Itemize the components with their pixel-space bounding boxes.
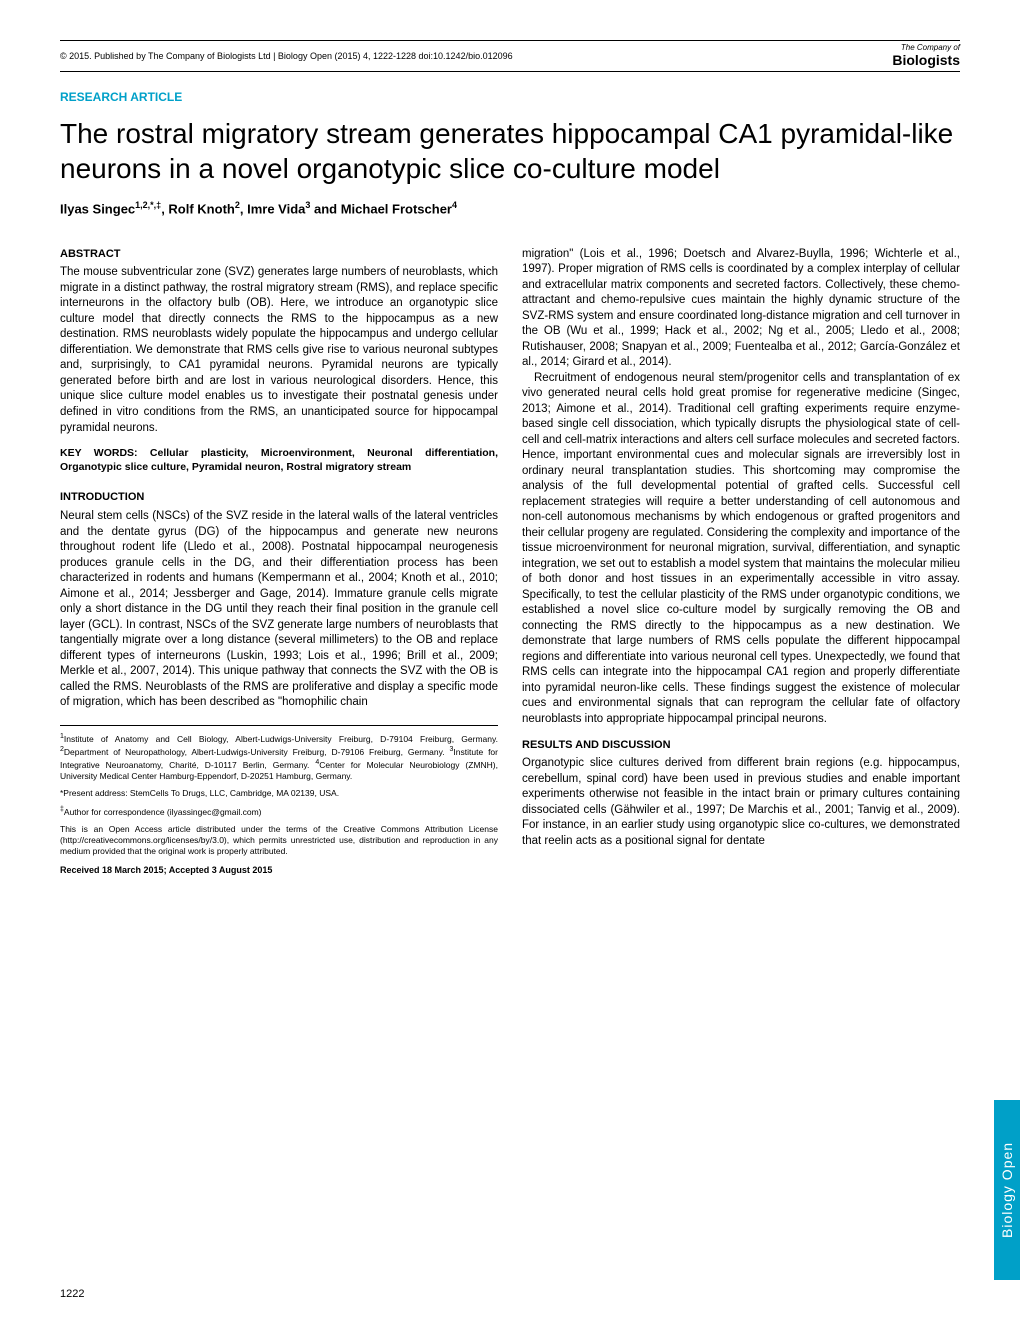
introduction-heading: INTRODUCTION <box>60 490 498 505</box>
results-section: RESULTS AND DISCUSSION Organotypic slice… <box>522 738 960 850</box>
copyright-text: © 2015. Published by The Company of Biol… <box>60 51 513 61</box>
header-bar: © 2015. Published by The Company of Biol… <box>60 40 960 72</box>
affiliations-block: 1Institute of Anatomy and Cell Biology, … <box>60 725 498 876</box>
abstract-heading: ABSTRACT <box>60 247 498 262</box>
affiliations-text: 1Institute of Anatomy and Cell Biology, … <box>60 732 498 782</box>
article-type-label: RESEARCH ARTICLE <box>60 90 960 104</box>
introduction-section: INTRODUCTION Neural stem cells (NSCs) of… <box>60 490 498 711</box>
right-column: migration" (Lois et al., 1996; Doetsch a… <box>522 247 960 883</box>
left-column: ABSTRACT The mouse subventricular zone (… <box>60 247 498 883</box>
author-list: Ilyas Singec1,2,*,‡, Rolf Knoth2, Imre V… <box>60 200 960 216</box>
results-paragraph-1: Organotypic slice cultures derived from … <box>522 756 960 849</box>
abstract-text: The mouse subventricular zone (SVZ) gene… <box>60 265 498 436</box>
intro-paragraph-1: Neural stem cells (NSCs) of the SVZ resi… <box>60 509 498 711</box>
received-dates: Received 18 March 2015; Accepted 3 Augus… <box>60 865 498 877</box>
publisher-logo: The Company of Biologists <box>892 44 960 68</box>
keywords-block: KEY WORDS: Cellular plasticity, Microenv… <box>60 446 498 474</box>
two-column-body: ABSTRACT The mouse subventricular zone (… <box>60 247 960 883</box>
abstract-section: ABSTRACT The mouse subventricular zone (… <box>60 247 498 437</box>
present-address: *Present address: StemCells To Drugs, LL… <box>60 788 498 799</box>
corresponding-author: ‡Author for correspondence (ilyassingec@… <box>60 805 498 818</box>
journal-side-tab: Biology Open <box>994 1100 1020 1280</box>
intro-paragraph-2: migration" (Lois et al., 1996; Doetsch a… <box>522 247 960 371</box>
logo-bottom-text: Biologists <box>892 53 960 68</box>
intro-paragraph-3: Recruitment of endogenous neural stem/pr… <box>522 371 960 728</box>
results-heading: RESULTS AND DISCUSSION <box>522 738 960 753</box>
page-number: 1222 <box>60 1288 84 1300</box>
license-text: This is an Open Access article distribut… <box>60 824 498 857</box>
article-title: The rostral migratory stream generates h… <box>60 116 960 186</box>
